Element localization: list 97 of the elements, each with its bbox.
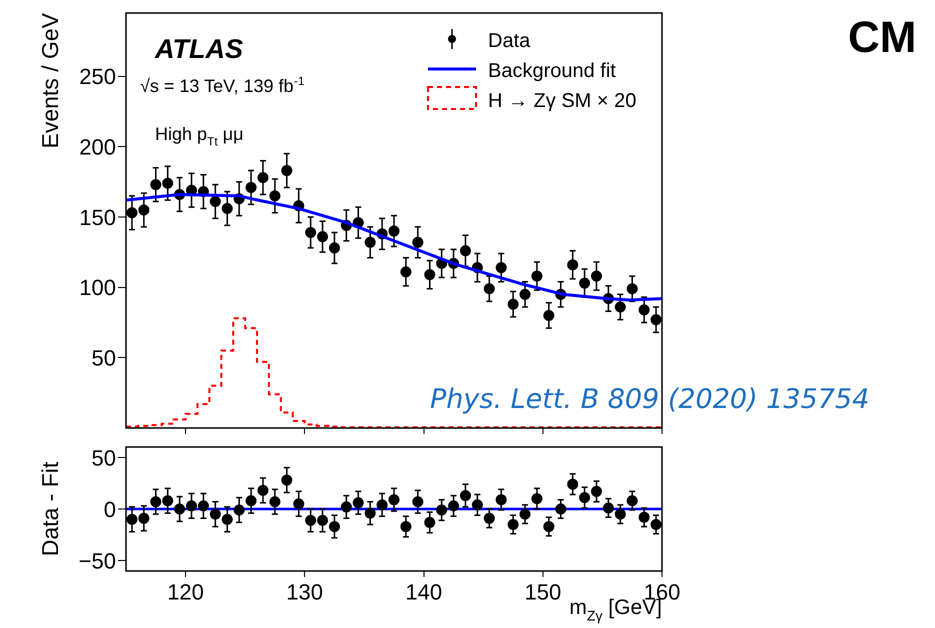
- point: [328, 242, 340, 254]
- x-tick-label: 150: [524, 579, 562, 604]
- point: [138, 204, 150, 216]
- point: [328, 521, 340, 532]
- annotation: ATLAS: [154, 34, 243, 64]
- point: [650, 519, 662, 530]
- point: [448, 500, 460, 512]
- point: [460, 245, 471, 256]
- text: CM: [848, 13, 916, 62]
- y-tick-label: 250: [79, 64, 116, 90]
- point: [567, 478, 578, 490]
- point: [174, 504, 186, 514]
- point: [305, 226, 316, 238]
- y-axis-title: Events / GeV: [37, 12, 63, 149]
- point: [388, 494, 400, 506]
- point: [126, 207, 138, 218]
- point: [436, 504, 448, 516]
- y-tick-label: 200: [79, 134, 116, 160]
- point: [424, 269, 436, 280]
- point: [246, 182, 257, 193]
- point: [638, 512, 650, 523]
- point: [281, 474, 292, 486]
- point: [626, 283, 638, 294]
- y-tick-label: 150: [79, 204, 116, 230]
- point: [257, 172, 268, 184]
- point: [234, 504, 245, 516]
- point: [626, 495, 638, 506]
- point: [602, 502, 614, 514]
- point: [186, 500, 198, 512]
- point: [412, 236, 424, 248]
- point: [484, 512, 495, 524]
- point: [614, 508, 626, 520]
- point: [364, 236, 376, 248]
- x-tick-label: 130: [286, 579, 324, 604]
- point: [269, 190, 280, 202]
- point: [222, 514, 233, 525]
- annotation: Phys. Lett. B 809 (2020) 135754: [430, 384, 870, 415]
- point: [364, 508, 376, 519]
- point: [638, 304, 650, 316]
- point: [508, 298, 519, 310]
- point: [543, 310, 554, 321]
- point: [150, 496, 162, 508]
- point: [614, 302, 626, 313]
- point: [305, 514, 316, 526]
- point: [222, 203, 233, 214]
- point: [567, 259, 578, 270]
- point: [340, 501, 352, 512]
- point: [126, 514, 138, 525]
- point: [508, 519, 519, 530]
- point: [246, 495, 257, 506]
- point: [590, 486, 602, 497]
- point: [579, 278, 590, 289]
- y-tick-label: 50: [92, 445, 116, 470]
- point: [460, 490, 471, 502]
- point: [496, 262, 507, 274]
- point: [257, 484, 268, 496]
- point: [579, 492, 590, 504]
- point: [376, 499, 388, 510]
- point: [412, 496, 424, 508]
- point: [531, 270, 542, 282]
- point: [269, 496, 280, 508]
- point: [317, 231, 328, 242]
- y-tick-label: 50: [92, 346, 116, 371]
- point: [210, 196, 221, 208]
- point: [162, 495, 174, 506]
- point: [293, 498, 304, 510]
- point: [496, 494, 507, 506]
- y-tick-label: −50: [78, 548, 116, 574]
- point: [210, 508, 221, 520]
- point: [520, 288, 531, 300]
- point: [400, 521, 412, 532]
- point: [484, 283, 495, 294]
- legend-label: Data: [488, 30, 532, 52]
- x-tick-label: 120: [167, 579, 204, 604]
- point: [555, 504, 566, 514]
- point: [281, 165, 292, 176]
- legend-label: H → Zγ SM × 20: [488, 90, 636, 112]
- point: [590, 270, 602, 282]
- x-tick-label: 140: [405, 579, 442, 604]
- y-tick-label: 0: [104, 496, 116, 522]
- point: [352, 497, 364, 508]
- point: [520, 508, 531, 520]
- point: [543, 521, 554, 532]
- point: [198, 500, 209, 512]
- y-axis-title: Data - Fit: [37, 461, 63, 556]
- y-tick-label: 100: [79, 275, 116, 300]
- point: [472, 499, 483, 510]
- point: [162, 178, 174, 189]
- point: [531, 493, 542, 504]
- point: [150, 179, 162, 190]
- point: [138, 512, 150, 524]
- point: [388, 226, 400, 237]
- point: [424, 516, 436, 528]
- legend-label: Background fit: [488, 60, 616, 82]
- point: [400, 266, 412, 278]
- point: [650, 314, 662, 326]
- point: [317, 514, 328, 526]
